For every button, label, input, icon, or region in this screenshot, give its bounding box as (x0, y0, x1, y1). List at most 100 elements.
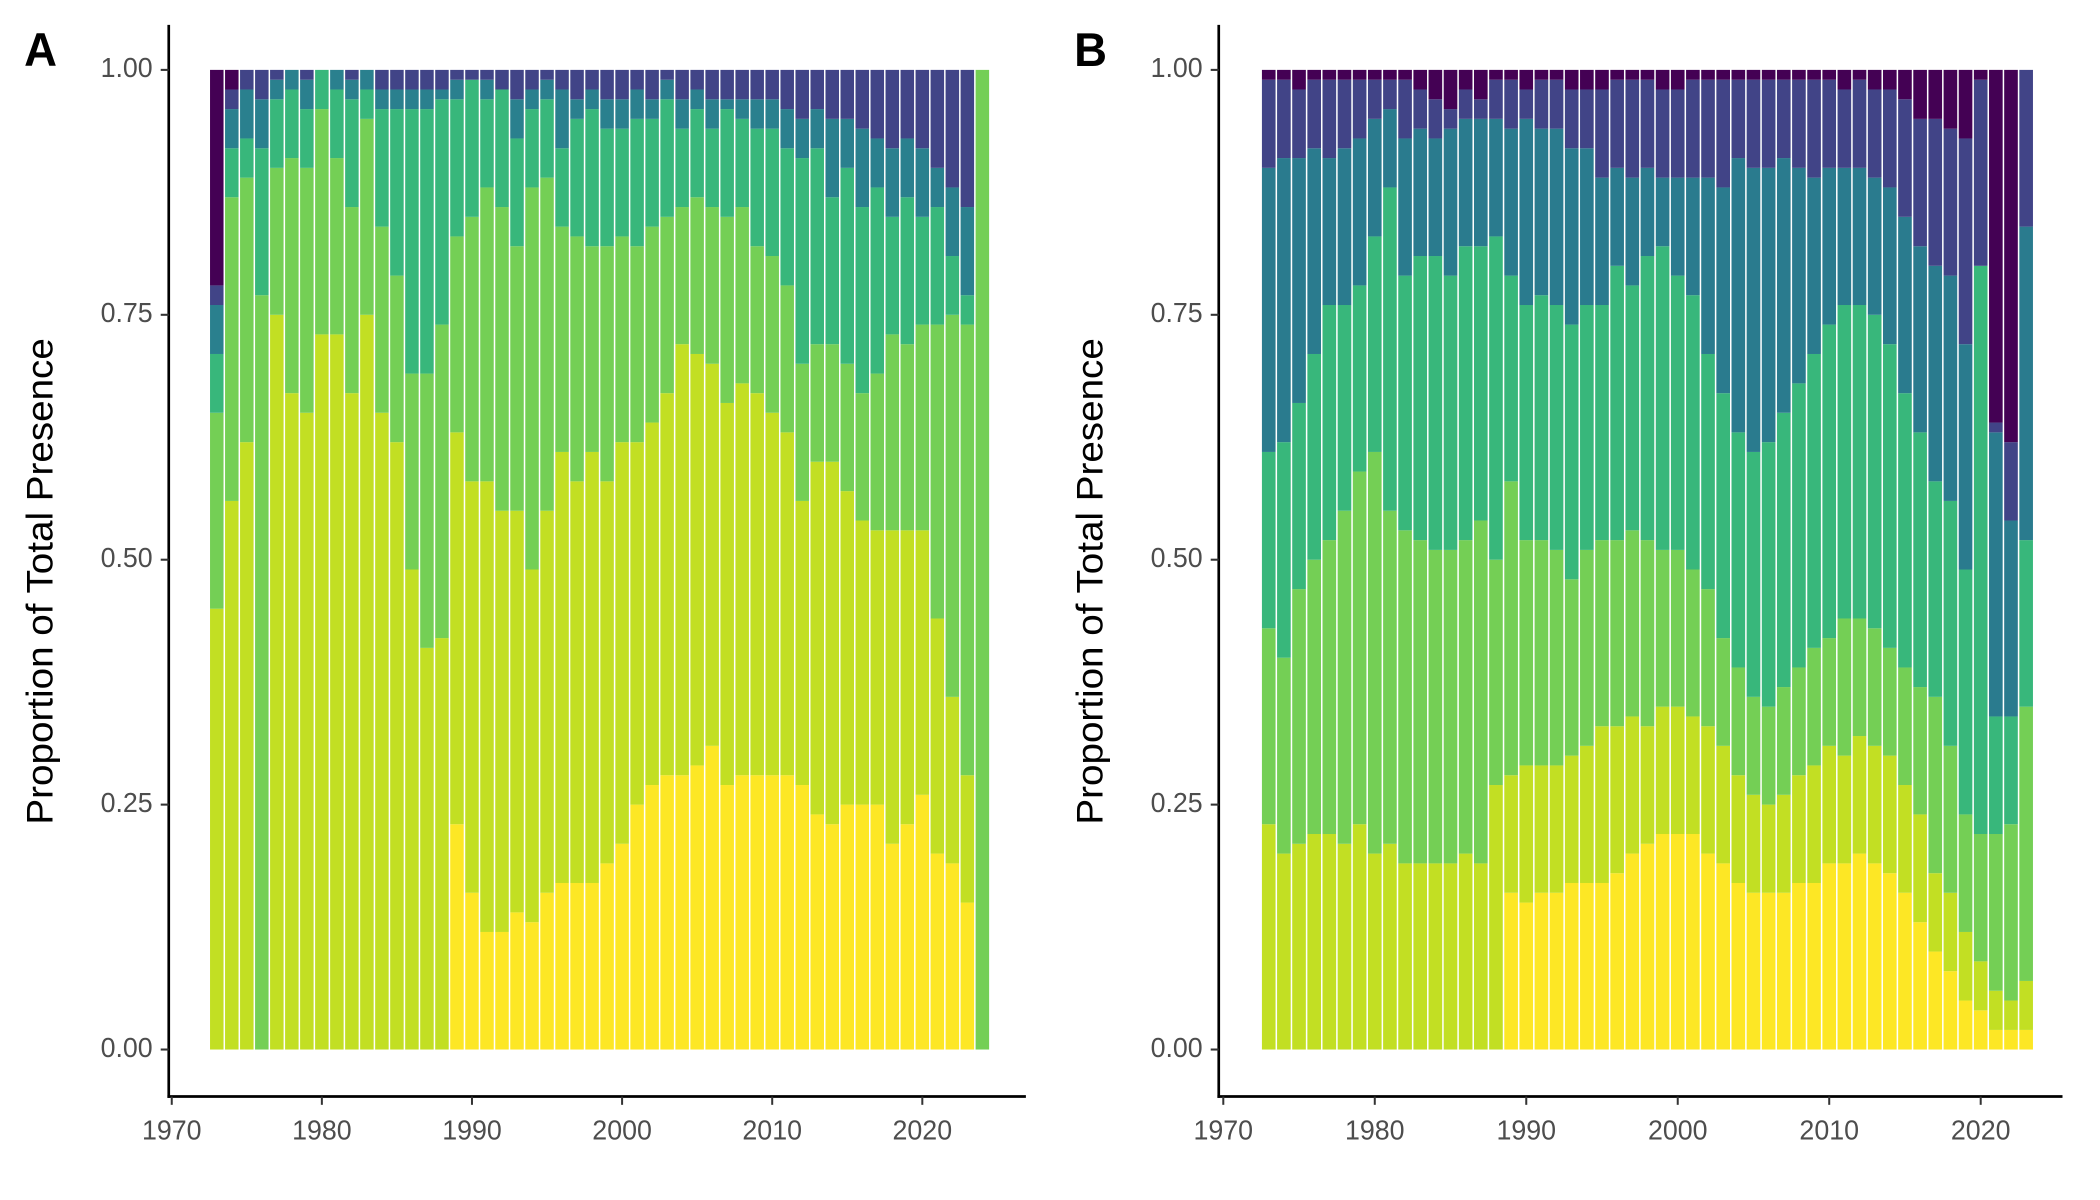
panel-label: A (24, 24, 57, 77)
bar-segment (1307, 834, 1321, 1050)
bar-segment (1322, 79, 1337, 159)
bar-segment (1519, 89, 1534, 119)
bar-segment (1882, 344, 1897, 648)
bar-segment (525, 89, 539, 110)
bar-segment (1383, 843, 1397, 1050)
bar-segment (1398, 79, 1412, 139)
bar-segment (480, 99, 494, 188)
bar-segment (1973, 79, 1988, 266)
bar-segment (1595, 305, 1609, 541)
panel-label: B (1074, 24, 1107, 77)
bar-segment (660, 393, 674, 776)
bar-segment (1852, 69, 1867, 80)
bar-segment (885, 69, 900, 149)
bar-segment (1746, 794, 1761, 893)
bar-segment (1746, 696, 1761, 795)
bar-segment (1580, 745, 1594, 883)
y-tick-label: 0.00 (1151, 1031, 1203, 1062)
bar-segment (1731, 667, 1746, 776)
bar-segment (675, 207, 689, 345)
bar-segment (570, 882, 584, 1050)
bar-segment (1792, 167, 1806, 384)
bar-segment (1670, 69, 1685, 90)
bar-segment (240, 69, 254, 90)
bar-segment (240, 138, 254, 178)
bar-segment (600, 863, 614, 1050)
bar-segment (1564, 148, 1579, 325)
bar-segment (1655, 706, 1670, 835)
bar-segment (1595, 177, 1609, 306)
bar-segment (1822, 324, 1837, 639)
bar-segment (1882, 873, 1897, 1050)
bar-segment (1761, 167, 1776, 443)
bar-segment (585, 882, 599, 1050)
y-tick-label: 0.25 (101, 787, 153, 818)
bar-segment (1776, 687, 1791, 795)
bar-segment (1443, 109, 1458, 129)
bar-segment (780, 775, 794, 1050)
bar-segment (1352, 138, 1367, 286)
bar-segment (1852, 618, 1867, 737)
bar-segment (225, 89, 239, 110)
bar-segment (1746, 892, 1761, 1050)
bar-segment (585, 451, 599, 883)
bar-segment (2004, 69, 2018, 443)
bar-segment (1746, 69, 1761, 80)
bar-segment (885, 843, 900, 1050)
bar-segment (1686, 716, 1700, 835)
bar-segment (1383, 109, 1397, 188)
bar-segment (1413, 128, 1428, 257)
bar-segment (1943, 892, 1958, 972)
bar-segment (510, 246, 524, 511)
bar-segment (1776, 158, 1791, 413)
bar-segment (1670, 706, 1685, 835)
bar-segment (1746, 167, 1761, 452)
bar-segment (375, 226, 389, 413)
bar-segment (480, 931, 494, 1050)
bar-segment (1534, 128, 1549, 296)
bar-segment (480, 69, 494, 80)
bar-segment (840, 167, 855, 364)
bar-segment (630, 118, 644, 247)
x-tick-label: 1990 (1496, 1114, 1556, 1145)
bar-segment (465, 69, 479, 80)
bar-segment (1852, 167, 1867, 306)
bar-segment (390, 89, 404, 110)
bar-segment (825, 69, 840, 119)
bar-segment (675, 128, 689, 208)
bar-segment (1807, 882, 1821, 1050)
x-tick-label: 2010 (1799, 1114, 1859, 1145)
bar-segment (825, 118, 840, 198)
bar-segment (540, 79, 554, 100)
bar-segment (450, 99, 464, 237)
bar-segment (1731, 79, 1746, 159)
bar-segment (750, 69, 764, 100)
bar-segment (1458, 118, 1473, 247)
bar-segment (1670, 177, 1685, 276)
bar-segment (1776, 892, 1791, 1050)
bar-segment (420, 109, 434, 374)
bar-segment (1686, 569, 1700, 717)
y-tick-label: 1.00 (1151, 52, 1203, 83)
bar-segment (1610, 540, 1624, 727)
bar-segment (525, 187, 539, 570)
bar-segment (780, 432, 794, 776)
bar-segment (645, 422, 659, 786)
bar-segment (915, 530, 930, 795)
bar-segment (1307, 559, 1321, 835)
bar-segment (375, 69, 389, 90)
bar-segment (375, 412, 389, 1050)
x-tick-label: 1990 (442, 1114, 502, 1145)
bar-segment (915, 794, 930, 1050)
bar-segment (210, 608, 224, 1050)
bar-segment (720, 216, 734, 403)
bar-segment (1716, 187, 1730, 394)
bar-segment (450, 432, 464, 825)
bar-segment (1489, 118, 1503, 237)
bar-segment (1686, 69, 1700, 80)
bar-segment (960, 902, 975, 1050)
bar-segment (1640, 69, 1655, 80)
bar-segment (225, 500, 239, 1050)
bar-segment (390, 69, 404, 90)
